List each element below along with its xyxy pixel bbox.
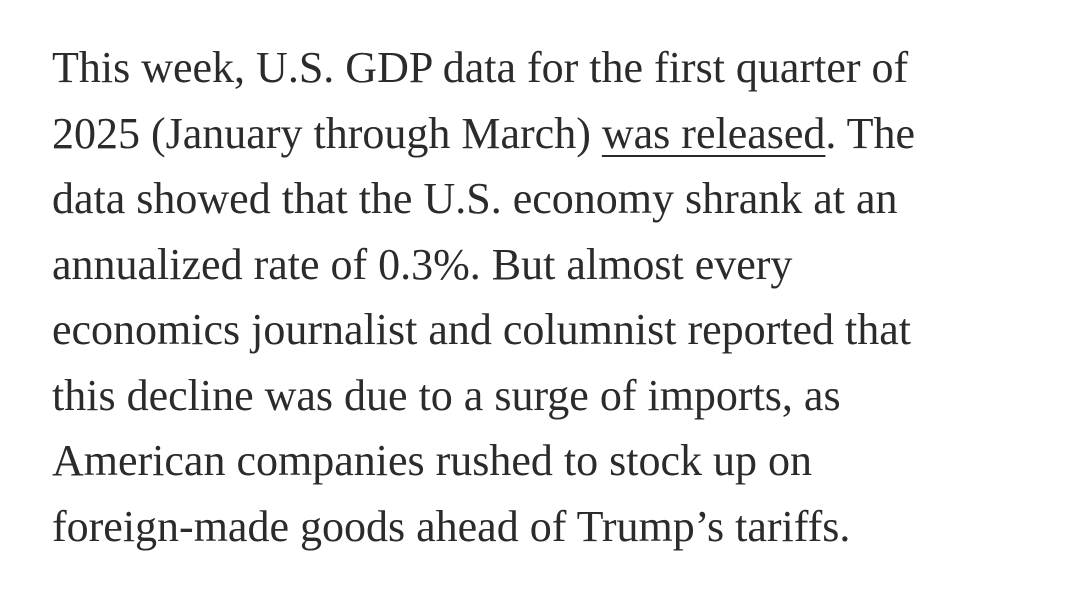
was-released-link[interactable]: was released	[601, 108, 826, 158]
article-paragraph: This week, U.S. GDP data for the first q…	[52, 35, 1062, 559]
paragraph-line-8: foreign-made goods ahead of Trump’s tari…	[52, 501, 851, 551]
paragraph-line-1: This week, U.S. GDP data for the first q…	[52, 43, 909, 92]
line-2-text-after-link: . The	[825, 108, 916, 158]
paragraph-line-6: this decline was due to a surge of impor…	[52, 370, 841, 420]
paragraph-line-7: American companies rushed to stock up on	[52, 436, 813, 485]
paragraph-line-4: annualized rate of 0.3%. But almost ever…	[52, 239, 793, 289]
paragraph-line-3: data showed that the U.S. economy shrank…	[52, 174, 898, 223]
line-2-text-before-link: 2025 (January through March)	[52, 108, 602, 158]
paragraph-line-2: 2025 (January through March) was release…	[52, 101, 1062, 167]
paragraph-line-5: economics journalist and columnist repor…	[52, 305, 912, 354]
